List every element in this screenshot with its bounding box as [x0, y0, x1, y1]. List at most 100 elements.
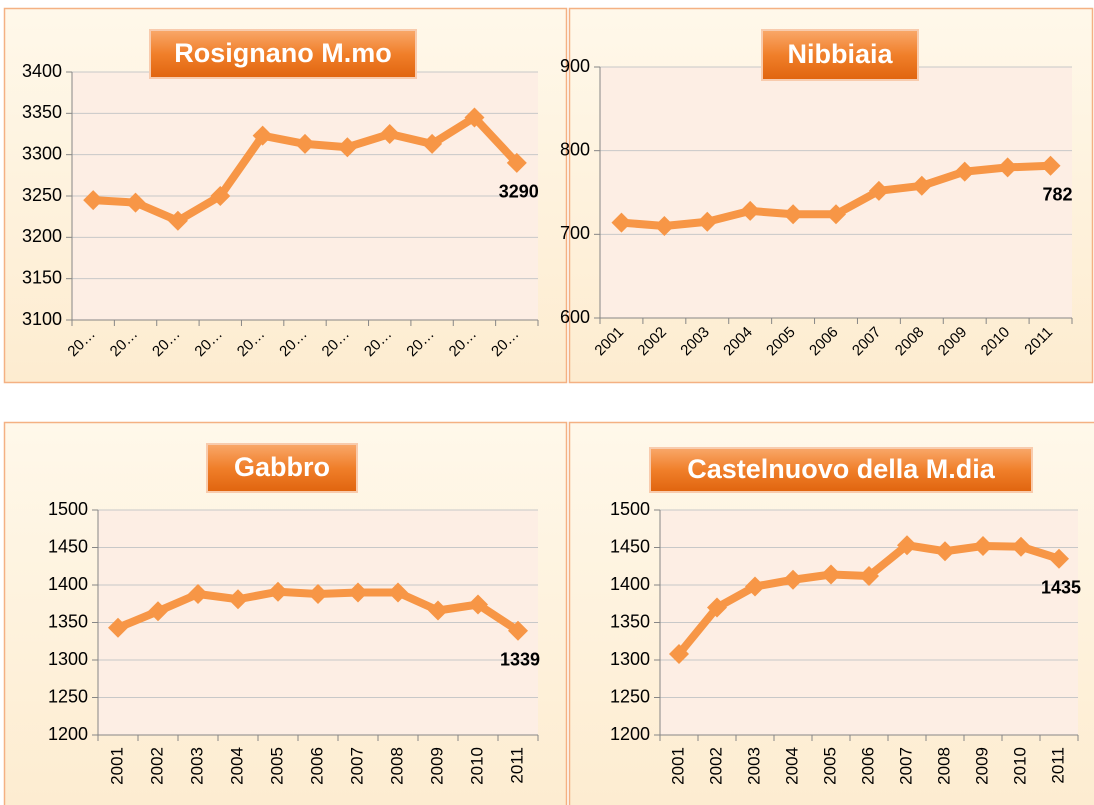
marker: [821, 564, 841, 585]
data-label: 1339: [500, 650, 540, 670]
x-tick-label: 2002: [147, 747, 166, 785]
marker: [745, 576, 765, 597]
marker: [210, 186, 231, 206]
data-label: 1435: [1041, 578, 1081, 598]
y-tick-label: 1450: [610, 536, 650, 556]
x-tick-label: 2006: [307, 747, 326, 785]
x-tick-label: 2010: [467, 747, 486, 785]
marker: [669, 644, 689, 664]
x-tick-label: 2002: [706, 747, 725, 785]
x-tick-label: 2009: [972, 747, 991, 785]
x-tick-label: 2001: [107, 747, 126, 785]
data-label: 3290: [499, 182, 539, 202]
marker: [1049, 548, 1069, 569]
y-tick-label: 1200: [610, 724, 650, 744]
marker: [422, 133, 443, 154]
marker: [740, 200, 761, 221]
marker: [997, 157, 1018, 178]
marker: [826, 204, 846, 225]
y-tick-label: 3300: [22, 143, 62, 163]
y-tick-label: 3250: [22, 185, 62, 205]
marker: [654, 215, 675, 236]
y-tick-label: 600: [560, 307, 590, 327]
data-label: 782: [1042, 184, 1072, 204]
y-tick-label: 1400: [610, 574, 650, 594]
y-tick-label: 1350: [48, 611, 88, 631]
y-tick-label: 900: [560, 56, 590, 76]
x-tick-label: 2005: [267, 747, 286, 785]
y-tick-label: 1350: [610, 611, 650, 631]
y-tick-label: 1200: [48, 724, 88, 744]
x-tick-label: 2008: [934, 747, 953, 785]
x-tick-label: 2010: [1010, 747, 1029, 785]
x-tick-label: 2007: [896, 747, 915, 785]
marker: [897, 535, 917, 556]
marker: [468, 594, 488, 615]
marker: [859, 566, 879, 586]
marker: [388, 582, 408, 603]
marker: [697, 211, 718, 232]
marker: [1011, 536, 1031, 557]
y-tick-label: 3350: [22, 102, 62, 122]
title-box: [149, 29, 417, 79]
marker: [783, 204, 804, 225]
marker: [911, 175, 932, 196]
marker: [707, 597, 727, 618]
chart-title: Nibbiaia: [787, 39, 893, 69]
marker: [348, 582, 368, 603]
y-tick-label: 1400: [48, 574, 88, 594]
marker: [783, 569, 803, 590]
x-tick-label: 2011: [1048, 747, 1067, 784]
y-tick-label: 800: [560, 139, 590, 159]
x-tick-label: 2006: [858, 747, 877, 785]
x-tick-label: 2005: [820, 747, 839, 785]
marker: [508, 620, 528, 641]
title-box: [649, 447, 1033, 493]
marker: [167, 210, 188, 231]
y-tick-label: 3100: [22, 309, 62, 329]
y-tick-label: 1250: [610, 686, 650, 706]
y-tick-label: 3400: [22, 61, 62, 81]
y-tick-label: 1300: [610, 649, 650, 669]
marker: [868, 180, 889, 201]
marker: [973, 536, 993, 556]
x-tick-label: 2001: [668, 747, 687, 785]
marker: [506, 152, 527, 173]
marker: [228, 589, 248, 610]
marker: [83, 190, 104, 211]
plot-area: [600, 67, 1072, 318]
x-tick-label: 2004: [227, 747, 246, 785]
x-tick-label: 2003: [744, 747, 763, 785]
marker: [611, 212, 632, 233]
chart-title: Gabbro: [234, 452, 330, 482]
marker: [428, 600, 448, 621]
x-tick-label: 2004: [782, 747, 801, 785]
marker: [125, 192, 146, 213]
marker: [935, 541, 955, 562]
y-tick-label: 1300: [48, 649, 88, 669]
y-tick-label: 1250: [48, 686, 88, 706]
y-tick-label: 1500: [610, 499, 650, 519]
marker: [308, 584, 328, 604]
marker: [188, 584, 208, 604]
x-tick-label: 2009: [427, 747, 446, 785]
marker: [252, 125, 273, 146]
y-tick-label: 3150: [22, 267, 62, 287]
marker: [379, 124, 400, 144]
y-tick-label: 1500: [48, 499, 88, 519]
chart-title: Castelnuovo della M.dia: [687, 454, 996, 484]
x-tick-label: 2011: [507, 747, 526, 784]
marker: [1040, 155, 1061, 176]
x-tick-label: 2007: [347, 747, 366, 785]
marker: [108, 617, 128, 638]
y-tick-label: 700: [560, 223, 590, 243]
marker: [268, 581, 288, 602]
x-tick-label: 2008: [387, 747, 406, 785]
x-tick-label: 2003: [187, 747, 206, 785]
marker: [295, 133, 315, 154]
title-box: [206, 443, 358, 493]
y-tick-label: 3200: [22, 226, 62, 246]
marker: [337, 137, 358, 158]
